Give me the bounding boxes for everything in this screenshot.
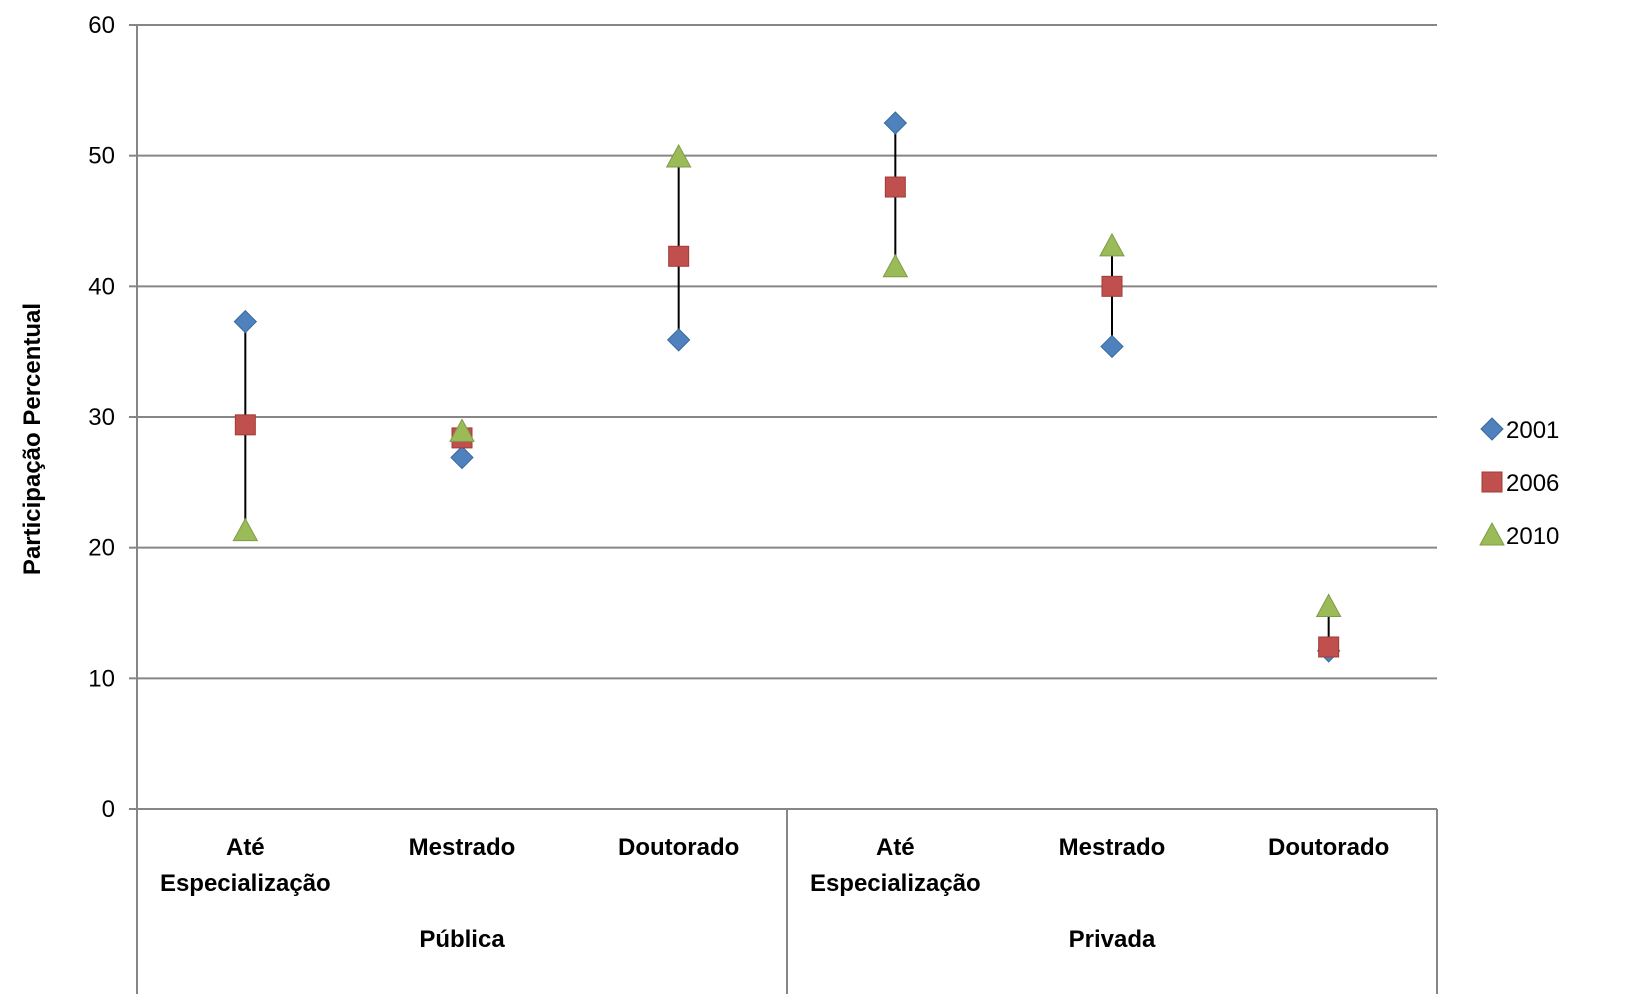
x-category-label: Especialização: [810, 870, 981, 897]
data-point-2001: [666, 328, 691, 352]
data-point-2006: [668, 245, 690, 267]
legend-marker-2001: [1480, 417, 1504, 441]
legend: 2001 2006 2010: [1479, 417, 1559, 550]
data-point-2006: [884, 176, 906, 198]
x-category-label: Doutorado: [1268, 834, 1389, 861]
data-point-2010: [449, 418, 475, 442]
y-tick-label: 60: [88, 12, 115, 39]
data-point-2006: [234, 414, 256, 436]
data-point-2010: [232, 517, 259, 542]
data-point-2010: [665, 143, 692, 168]
data-point-2001: [450, 445, 474, 470]
x-category-label: Mestrado: [1059, 834, 1166, 861]
data-markers: [232, 111, 1342, 663]
x-category-label: Doutorado: [618, 834, 739, 861]
high-low-lines: [244, 123, 1330, 651]
y-tick-label: 0: [102, 796, 115, 823]
legend-marker-2010: [1479, 521, 1505, 546]
x-category-label: Mestrado: [409, 834, 516, 861]
legend-label: 2010: [1506, 523, 1559, 550]
data-point-2001: [1100, 334, 1124, 359]
y-axis-label: Participação Percentual: [19, 303, 46, 575]
x-category-label: Especialização: [160, 870, 331, 897]
gridlines: [137, 24, 1437, 680]
y-tick-label: 10: [88, 665, 115, 692]
data-point-2010: [1099, 232, 1125, 257]
legend-marker-2006: [1481, 471, 1503, 493]
x-category-label: Até: [226, 834, 265, 861]
x-group-label: Privada: [1069, 926, 1156, 953]
data-point-2006: [1101, 275, 1123, 297]
x-category-label: Até: [876, 834, 915, 861]
y-tick-label: 50: [88, 143, 115, 170]
axes: 0 10 20 30 40 50 60 Até Especialização Mestrado Do…: [88, 12, 1438, 994]
y-tick-label: 40: [88, 273, 115, 300]
x-group-label: Pública: [419, 926, 505, 953]
legend-label: 2006: [1506, 470, 1559, 497]
legend-label: 2001: [1506, 417, 1559, 444]
data-point-2010: [882, 253, 909, 278]
data-point-2010: [1315, 593, 1342, 617]
data-point-2001: [883, 111, 908, 135]
y-tick-label: 20: [88, 535, 115, 562]
data-point-2001: [233, 309, 258, 334]
data-point-2006: [1318, 636, 1340, 658]
y-tick-label: 30: [88, 404, 115, 431]
